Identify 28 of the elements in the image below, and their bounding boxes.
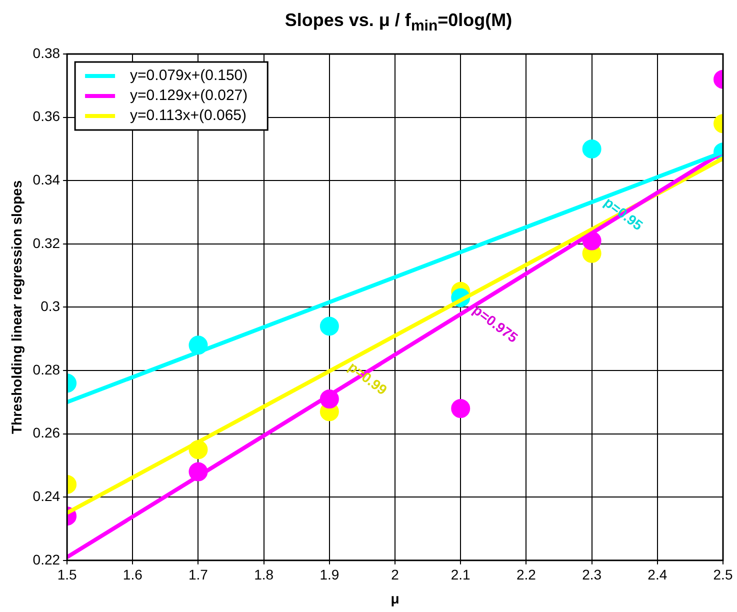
x-tick-label: 2 — [391, 566, 400, 583]
y-tick-label: 0.38 — [32, 44, 60, 61]
y-tick-label: 0.36 — [32, 108, 60, 124]
x-tick-label: 2.3 — [582, 566, 602, 583]
point — [451, 398, 470, 418]
x-tick-label: 1.7 — [188, 566, 208, 583]
x-tick-label: 1.5 — [57, 566, 77, 583]
chart-title: Slopes vs. μ / f$_{min}$=0log(M) — [284, 9, 514, 37]
x-tick-label: 2.1 — [450, 566, 471, 583]
point — [320, 316, 339, 336]
x-tick-label: 2.2 — [516, 566, 536, 583]
x-tick-label: 1.9 — [320, 566, 340, 583]
y-tick-label: 0.26 — [32, 424, 60, 441]
legend-label: y=0.079x+(0.150) — [130, 67, 248, 84]
legend-label: y=0.113x+(0.065) — [130, 107, 247, 124]
y-axis-title: Thresholding linear regression slopes — [8, 180, 24, 434]
y-tick-label: 0.28 — [32, 361, 60, 378]
x-tick-label: 1.8 — [254, 566, 274, 583]
y-tick-label: 0.24 — [32, 488, 60, 504]
x-tick-label: 2.5 — [713, 566, 733, 583]
y-tick-label: 0.34 — [32, 171, 60, 188]
y-tick-label: 0.32 — [32, 234, 60, 251]
x-axis-title: μ — [390, 590, 400, 606]
x-tick-label: 2.4 — [648, 566, 668, 583]
x-tick-label: 1.6 — [122, 566, 143, 583]
y-tick-label: 0.22 — [32, 551, 60, 568]
legend-label: y=0.129x+(0.027) — [130, 87, 248, 104]
y-tick-label: 0.3 — [40, 298, 60, 314]
